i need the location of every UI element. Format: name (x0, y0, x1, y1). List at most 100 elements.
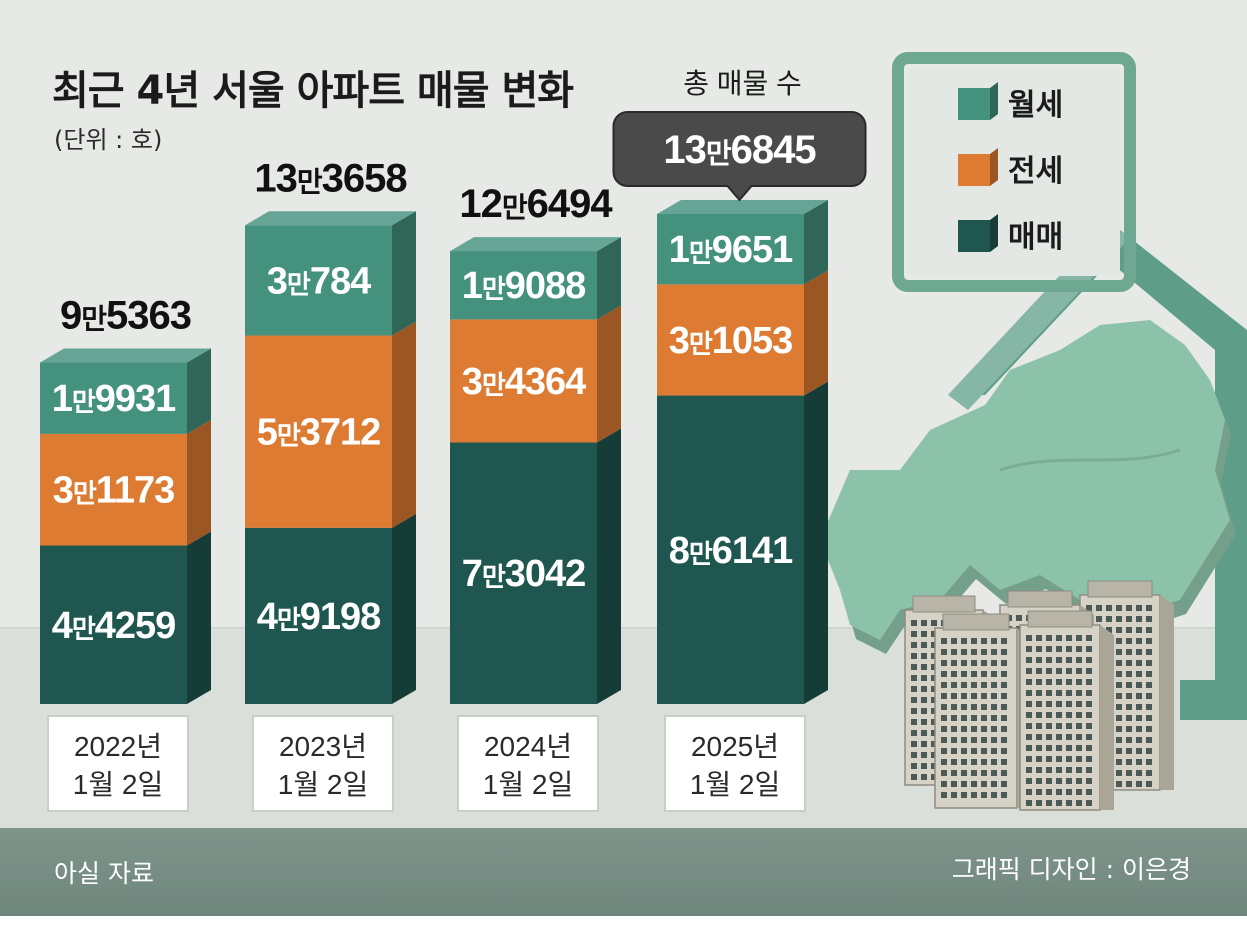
window (911, 686, 917, 692)
window (941, 671, 947, 677)
window (1036, 690, 1042, 696)
window (921, 620, 927, 626)
window (1066, 778, 1072, 784)
window (1086, 778, 1092, 784)
window (911, 642, 917, 648)
window (921, 686, 927, 692)
category-box (664, 715, 806, 812)
window (1146, 671, 1152, 677)
window (1126, 726, 1132, 732)
window (1146, 660, 1152, 666)
window (1056, 657, 1062, 663)
window (1036, 734, 1042, 740)
window (961, 693, 967, 699)
window (981, 638, 987, 644)
window (981, 704, 987, 710)
window (911, 752, 917, 758)
window (1126, 660, 1132, 666)
window (961, 660, 967, 666)
window (951, 759, 957, 765)
window (931, 664, 937, 670)
window (1056, 767, 1062, 773)
bar-segment-매매 (657, 381, 828, 704)
legend-label: 월세 (1008, 89, 1063, 122)
window (1001, 649, 1007, 655)
window (1116, 605, 1122, 611)
window (1056, 778, 1062, 784)
window (1086, 668, 1092, 674)
window (1036, 635, 1042, 641)
window (971, 770, 977, 776)
window (961, 715, 967, 721)
window (1126, 704, 1132, 710)
window (1106, 627, 1112, 633)
window (981, 737, 987, 743)
window (931, 686, 937, 692)
window (991, 792, 997, 798)
window (961, 737, 967, 743)
window (1136, 748, 1142, 754)
bar-side (187, 531, 211, 704)
window (961, 704, 967, 710)
window (971, 726, 977, 732)
window (1096, 616, 1102, 622)
window (921, 774, 927, 780)
legend-item: 매매 (958, 214, 1063, 254)
window (1056, 712, 1062, 718)
bar-segment-매매 (40, 531, 211, 704)
window (961, 770, 967, 776)
window (1046, 679, 1052, 685)
window (1146, 627, 1152, 633)
window (1146, 704, 1152, 710)
window (1026, 679, 1032, 685)
window (1136, 671, 1142, 677)
unit-label: (단위 : 호) (54, 126, 163, 154)
window (1126, 616, 1132, 622)
category-year: 2022년 (74, 731, 162, 762)
window (1046, 723, 1052, 729)
bar-side (392, 513, 416, 704)
seoul-map (820, 320, 1230, 640)
window (911, 631, 917, 637)
window (991, 726, 997, 732)
window (1066, 690, 1072, 696)
window (951, 682, 957, 688)
category-box (47, 715, 189, 812)
building-roof (1027, 610, 1093, 628)
window (1026, 635, 1032, 641)
window (961, 649, 967, 655)
window (1086, 800, 1092, 806)
window (1086, 734, 1092, 740)
window (1116, 726, 1122, 732)
bar-segment-매매 (245, 513, 416, 704)
window (1056, 734, 1062, 740)
window (1026, 767, 1032, 773)
window (1036, 778, 1042, 784)
window (1036, 701, 1042, 707)
window (1036, 789, 1042, 795)
bar-side (187, 419, 211, 546)
total-label: 9만5363 (60, 294, 191, 338)
window (971, 693, 977, 699)
window (1066, 789, 1072, 795)
window (1086, 767, 1092, 773)
building-side (1160, 595, 1174, 790)
window (981, 781, 987, 787)
window (941, 704, 947, 710)
window (911, 741, 917, 747)
bar-segment-월세 (245, 211, 416, 336)
window (991, 682, 997, 688)
window (1116, 737, 1122, 743)
bar-face (450, 319, 597, 443)
window (1146, 737, 1152, 743)
window (1066, 745, 1072, 751)
window (1136, 770, 1142, 776)
window (981, 649, 987, 655)
bar-segment-월세 (40, 348, 211, 434)
window (1126, 627, 1132, 633)
window (1126, 770, 1132, 776)
stacked-bars (40, 200, 828, 704)
legend-item: 전세 (958, 148, 1063, 188)
